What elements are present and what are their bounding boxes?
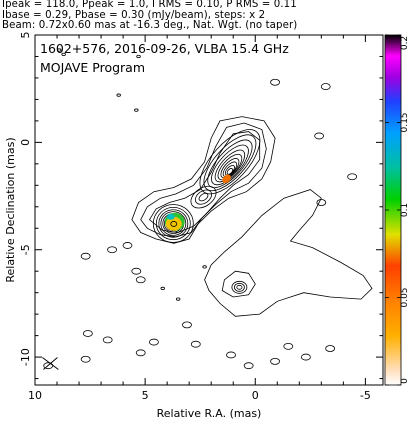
contour-noise [270,357,280,365]
contour-noise [190,340,201,348]
contour-noise [107,246,117,254]
contour-noise [116,93,121,97]
y-tick-label: 5 [19,32,32,39]
contour-noise [301,353,311,361]
colorbar-tick-label: 0.05 [400,287,409,307]
header-line-3: Beam: 0.72x0.60 mas at -16.3 deg., Nat. … [2,20,298,32]
contour-noise [226,351,236,359]
y-axis-label: Relative Declination (mas) [4,137,17,282]
y-tick-label: 0 [19,139,32,146]
contour-noise [122,242,133,249]
contour-core [160,211,187,236]
contour-inner-jet [190,185,217,209]
polarization-spot-core [165,216,182,231]
map-header: Ipeak = 118.0, Ppeak = 1.0, I RMS = 0.10… [2,0,402,32]
contour-noise [314,132,325,140]
contour-jet-knot [220,158,240,179]
contour-jet-knot [207,139,253,189]
colorbar-tick-label: 0.15 [400,112,409,132]
contour-noise [320,83,331,90]
contour-noise [131,267,142,275]
contour-jet-knot [203,134,257,192]
contour-noise [80,252,91,260]
polarization-spot-core-cyan [166,213,175,220]
polarization-layer [164,174,231,231]
contour-noise [325,345,336,352]
header-line-1: Ipeak = 118.0, Ppeak = 1.0, I RMS = 0.10… [2,0,297,10]
y-tick-label: -5 [19,244,32,255]
x-tick-label: 0 [252,389,259,402]
contour-inner-jet [194,189,213,205]
colorbar-tick-label: 0 [400,378,409,384]
axis-ticks [34,34,383,385]
x-axis-label: Relative R.A. (mas) [157,407,262,420]
polarization-spot-knot [222,174,231,184]
contour-noise [135,276,146,284]
axis-tick-labels: 10 5 0 -5 5 0 -5 -10 [19,32,371,403]
contour-southwest-knot [231,280,248,294]
contour-noise [202,265,207,269]
contour-noise [270,78,280,86]
header-line-2: Ibase = 0.29, Pbase = 0.30 (mJy/beam), s… [2,9,266,21]
contour-noise [135,349,146,357]
plot-frame [34,34,384,386]
contour-noise [57,48,62,52]
contour-southwest-knot [236,284,243,290]
x-tick-label: 5 [142,389,149,402]
contour-noise [347,173,358,181]
contour-noise [160,286,165,290]
contour-inner-jet [198,192,209,202]
contour-noise [149,338,159,346]
contour-southwest-knot [233,282,245,292]
contour-jet-knot [217,153,243,181]
x-tick-label: 10 [28,389,42,402]
contour-noise [136,54,141,59]
contour-extended-jet [204,189,373,317]
contour-noise [82,330,93,337]
colorbar-tick-label: 0.2 [400,36,409,50]
contour-noise [175,297,181,301]
beam-axis-minor [43,357,58,370]
contour-jet-knot [199,129,261,195]
contour-noise [80,355,91,363]
contour-southwest-knot [221,270,256,298]
contour-noise [134,108,139,112]
x-tick-label: -5 [360,389,371,402]
contour-jet-knot [226,168,234,175]
beam-marker [42,357,59,370]
map-title: 1602+576, 2016-09-26, VLBA 15.4 GHz [40,41,289,56]
contour-noise [182,321,192,329]
contour-jet-knot [211,144,249,186]
contour-core-inner [170,221,178,227]
contour-layer [43,48,373,370]
contour-core [152,204,194,243]
contour-core [155,206,191,241]
map-subtitle: MOJAVE Program [40,60,145,75]
y-tick-label: -10 [19,348,32,366]
contour-core [158,209,189,238]
contour-noise [102,336,113,344]
colorbar-ticks: 0 0.05 0.1 0.15 0.2 [385,34,409,386]
contour-noise [316,199,327,206]
contour-noise [283,342,294,350]
contour-noise [61,52,66,56]
colorbar-tick-label: 0.1 [400,203,409,217]
contour-noise [243,362,254,370]
contour-jet-knot [222,161,238,177]
contour-jet-knot [214,149,246,183]
